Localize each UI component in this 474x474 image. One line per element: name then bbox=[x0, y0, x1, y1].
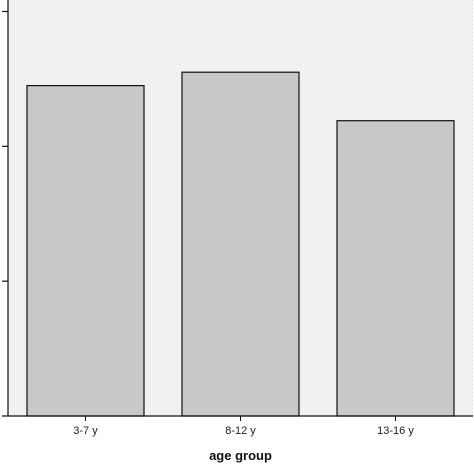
x-tick-labels: 3-7 y 8-12 y 13-16 y bbox=[73, 416, 414, 437]
bar-3-7y bbox=[26, 84, 145, 417]
bar-13-16y bbox=[336, 120, 455, 417]
x-tick-label: 3-7 y bbox=[73, 425, 98, 437]
x-tick-label: 13-16 y bbox=[377, 425, 414, 437]
bar-8-12y bbox=[181, 71, 300, 417]
x-axis-title: age group bbox=[209, 448, 272, 463]
x-tick-label: 8-12 y bbox=[225, 425, 256, 437]
bars bbox=[26, 71, 455, 417]
